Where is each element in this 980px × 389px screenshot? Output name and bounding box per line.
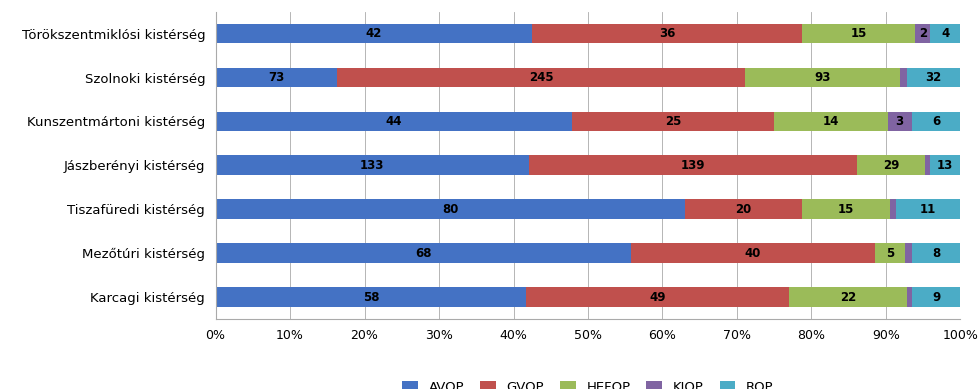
Text: 44: 44 [385,115,402,128]
Text: 42: 42 [366,27,382,40]
Text: 15: 15 [838,203,855,216]
Bar [571,112,774,131]
Text: 13: 13 [937,159,954,172]
Text: 20: 20 [735,203,752,216]
Bar [789,287,907,307]
Bar [907,68,960,88]
Text: 40: 40 [745,247,761,259]
Text: 4: 4 [941,27,950,40]
Text: 73: 73 [269,71,284,84]
Bar [857,156,925,175]
Bar [631,243,875,263]
Bar [911,243,960,263]
Text: 29: 29 [883,159,899,172]
Bar [746,68,901,88]
Bar [531,24,803,44]
Bar [890,199,896,219]
Text: 139: 139 [681,159,706,172]
Text: 5: 5 [886,247,895,259]
Bar [915,24,930,44]
Bar [216,287,526,307]
Bar [901,68,907,88]
Bar [216,112,571,131]
Text: 15: 15 [851,27,867,40]
Bar [774,112,888,131]
Text: 133: 133 [361,159,384,172]
Bar [529,156,857,175]
Text: 93: 93 [814,71,831,84]
Bar [526,287,789,307]
Bar [906,243,911,263]
Text: 58: 58 [363,291,379,303]
Text: 9: 9 [932,291,941,303]
Text: 36: 36 [659,27,675,40]
Bar [216,243,631,263]
Text: 68: 68 [415,247,431,259]
Bar [912,287,960,307]
Text: 245: 245 [529,71,554,84]
Bar [216,199,685,219]
Bar [803,24,915,44]
Text: 25: 25 [664,115,681,128]
Bar [875,243,906,263]
Bar [888,112,911,131]
Bar [906,287,912,307]
Text: 49: 49 [650,291,665,303]
Bar [216,24,531,44]
Text: 8: 8 [932,247,940,259]
Text: 14: 14 [822,115,839,128]
Text: 80: 80 [442,203,459,216]
Bar [685,199,802,219]
Text: 22: 22 [840,291,856,303]
Text: 2: 2 [918,27,927,40]
Bar [337,68,746,88]
Legend: AVOP, GVOP, HEFOP, KIOP, ROP: AVOP, GVOP, HEFOP, KIOP, ROP [396,375,780,389]
Text: 32: 32 [926,71,942,84]
Bar [216,156,529,175]
Bar [896,199,960,219]
Bar [930,24,960,44]
Text: 11: 11 [920,203,936,216]
Bar [911,112,960,131]
Bar [216,68,337,88]
Text: 6: 6 [932,115,940,128]
Bar [925,156,930,175]
Text: 3: 3 [896,115,904,128]
Bar [930,156,960,175]
Bar [802,199,890,219]
